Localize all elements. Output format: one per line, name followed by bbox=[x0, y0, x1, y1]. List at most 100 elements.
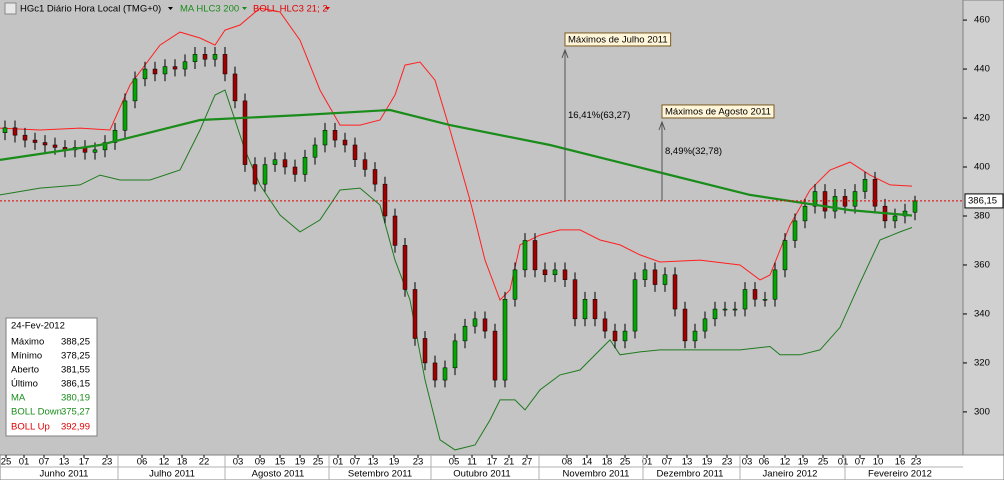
y-tick-label: 380 bbox=[974, 211, 990, 222]
x-tick-label: 13 bbox=[59, 457, 70, 468]
month-label: Junho 2011 bbox=[40, 469, 89, 480]
annotation-change: 8,49%(32,78) bbox=[665, 146, 722, 157]
info-label: Aberto bbox=[11, 365, 39, 376]
arrow-head bbox=[658, 120, 666, 131]
candle-body bbox=[662, 274, 668, 285]
info-label: BOLL Down bbox=[11, 407, 62, 418]
dropdown-icon[interactable] bbox=[168, 7, 173, 10]
candle-body bbox=[162, 66, 168, 75]
candle-body bbox=[142, 68, 148, 80]
x-tick-label: 07 bbox=[662, 457, 673, 468]
x-tick-label: 01 bbox=[19, 457, 30, 468]
candle-body bbox=[912, 200, 918, 213]
ma-title[interactable]: MA HLC3 200 bbox=[180, 4, 239, 15]
x-tick-label: 19 bbox=[798, 457, 809, 468]
indicator-line bbox=[0, 89, 913, 451]
info-value: 388,25 bbox=[61, 337, 90, 348]
x-tick-label: 12 bbox=[159, 457, 170, 468]
x-tick-label: 25 bbox=[620, 457, 631, 468]
x-tick-label: 25 bbox=[313, 457, 324, 468]
indicator-line bbox=[0, 7, 913, 301]
annotation-change: 16,41%(63,27) bbox=[568, 110, 630, 121]
info-value: 386,15 bbox=[61, 379, 90, 390]
arrow-head bbox=[561, 48, 569, 59]
x-tick-label: 09 bbox=[255, 457, 266, 468]
candle-body bbox=[582, 299, 588, 320]
candle-body bbox=[552, 269, 558, 276]
y-tick-label: 460 bbox=[974, 15, 990, 26]
y-tick-label: 320 bbox=[974, 357, 990, 368]
x-tick-label: 06 bbox=[759, 457, 770, 468]
month-label: Outubro 2011 bbox=[453, 469, 510, 480]
info-value: 381,55 bbox=[61, 365, 90, 376]
x-tick-label: 23 bbox=[722, 457, 733, 468]
x-tick-label: 03 bbox=[742, 457, 753, 468]
info-label: Máximo bbox=[11, 337, 44, 348]
boll-title[interactable]: BOLL HLC3 21; 2 bbox=[253, 4, 328, 15]
candle-body bbox=[632, 279, 638, 332]
candle-body bbox=[22, 134, 28, 141]
month-label: Setembro 2011 bbox=[348, 469, 412, 480]
candle-body bbox=[382, 183, 388, 217]
price-axis bbox=[962, 0, 1004, 456]
candle-body bbox=[782, 240, 788, 271]
month-label: Julho 2011 bbox=[149, 469, 195, 480]
current-price-box bbox=[964, 193, 1004, 209]
candle-body bbox=[672, 274, 678, 310]
x-tick-label: 11 bbox=[467, 457, 477, 468]
candle-body bbox=[212, 54, 218, 60]
candle-body bbox=[682, 308, 688, 342]
annotation-label: Máximos de Julho 2011 bbox=[568, 34, 668, 45]
x-tick-label: 17 bbox=[487, 457, 498, 468]
candle-body bbox=[182, 61, 188, 70]
candle-body bbox=[832, 196, 838, 212]
candle-body bbox=[802, 205, 808, 222]
candle-body bbox=[792, 220, 798, 241]
x-tick-label: 21 bbox=[504, 457, 515, 468]
candle-body bbox=[612, 330, 618, 342]
candle-body bbox=[872, 179, 878, 207]
symbol-title[interactable]: HGc1 Diário Hora Local (TMG+0) bbox=[20, 4, 161, 15]
candle-body bbox=[482, 318, 488, 332]
candle-body bbox=[432, 362, 438, 381]
info-label: BOLL Up bbox=[11, 422, 50, 433]
candle-body bbox=[532, 240, 538, 271]
x-tick-label: 12 bbox=[780, 457, 791, 468]
info-box: 24-Fev-2012 Máximo 388,25 Mínimo 378,25 … bbox=[5, 317, 98, 437]
candle-body bbox=[562, 269, 568, 280]
x-tick-label: 23 bbox=[911, 457, 922, 468]
y-tick-label: 360 bbox=[974, 259, 990, 270]
candle-body bbox=[742, 289, 748, 310]
y-tick-label: 400 bbox=[974, 162, 990, 173]
candle-body bbox=[812, 191, 818, 207]
candle-body bbox=[772, 269, 778, 300]
y-tick-label: 440 bbox=[974, 64, 990, 75]
x-tick-label: 14 bbox=[582, 457, 593, 468]
candle-body bbox=[322, 130, 328, 146]
symbol-icon[interactable] bbox=[4, 2, 17, 15]
x-tick-label: 13 bbox=[682, 457, 693, 468]
info-label: Mínimo bbox=[11, 351, 42, 362]
candle-body bbox=[722, 308, 728, 311]
candle-body bbox=[222, 54, 228, 75]
current-price-label: 386,15 bbox=[968, 195, 997, 206]
x-tick-label: 05 bbox=[449, 457, 460, 468]
x-tick-label: 23 bbox=[102, 457, 113, 468]
info-label: MA bbox=[11, 393, 26, 404]
candle-body bbox=[402, 245, 408, 290]
candle-body bbox=[102, 142, 108, 151]
candle-body bbox=[512, 269, 518, 300]
candle-body bbox=[92, 149, 98, 153]
dropdown-icon[interactable] bbox=[325, 7, 330, 10]
annotation-box bbox=[564, 32, 672, 47]
annotation-label: Máximos de Agosto 2011 bbox=[665, 106, 771, 117]
month-label: Fevereiro 2012 bbox=[868, 469, 932, 480]
candle-body bbox=[702, 318, 708, 332]
x-tick-label: 07 bbox=[855, 457, 866, 468]
candle-body bbox=[732, 308, 738, 311]
plot-background bbox=[0, 0, 963, 455]
dropdown-icon[interactable] bbox=[242, 7, 247, 10]
candle-body bbox=[232, 73, 238, 102]
candle-body bbox=[452, 340, 458, 369]
candle-body bbox=[462, 325, 468, 342]
